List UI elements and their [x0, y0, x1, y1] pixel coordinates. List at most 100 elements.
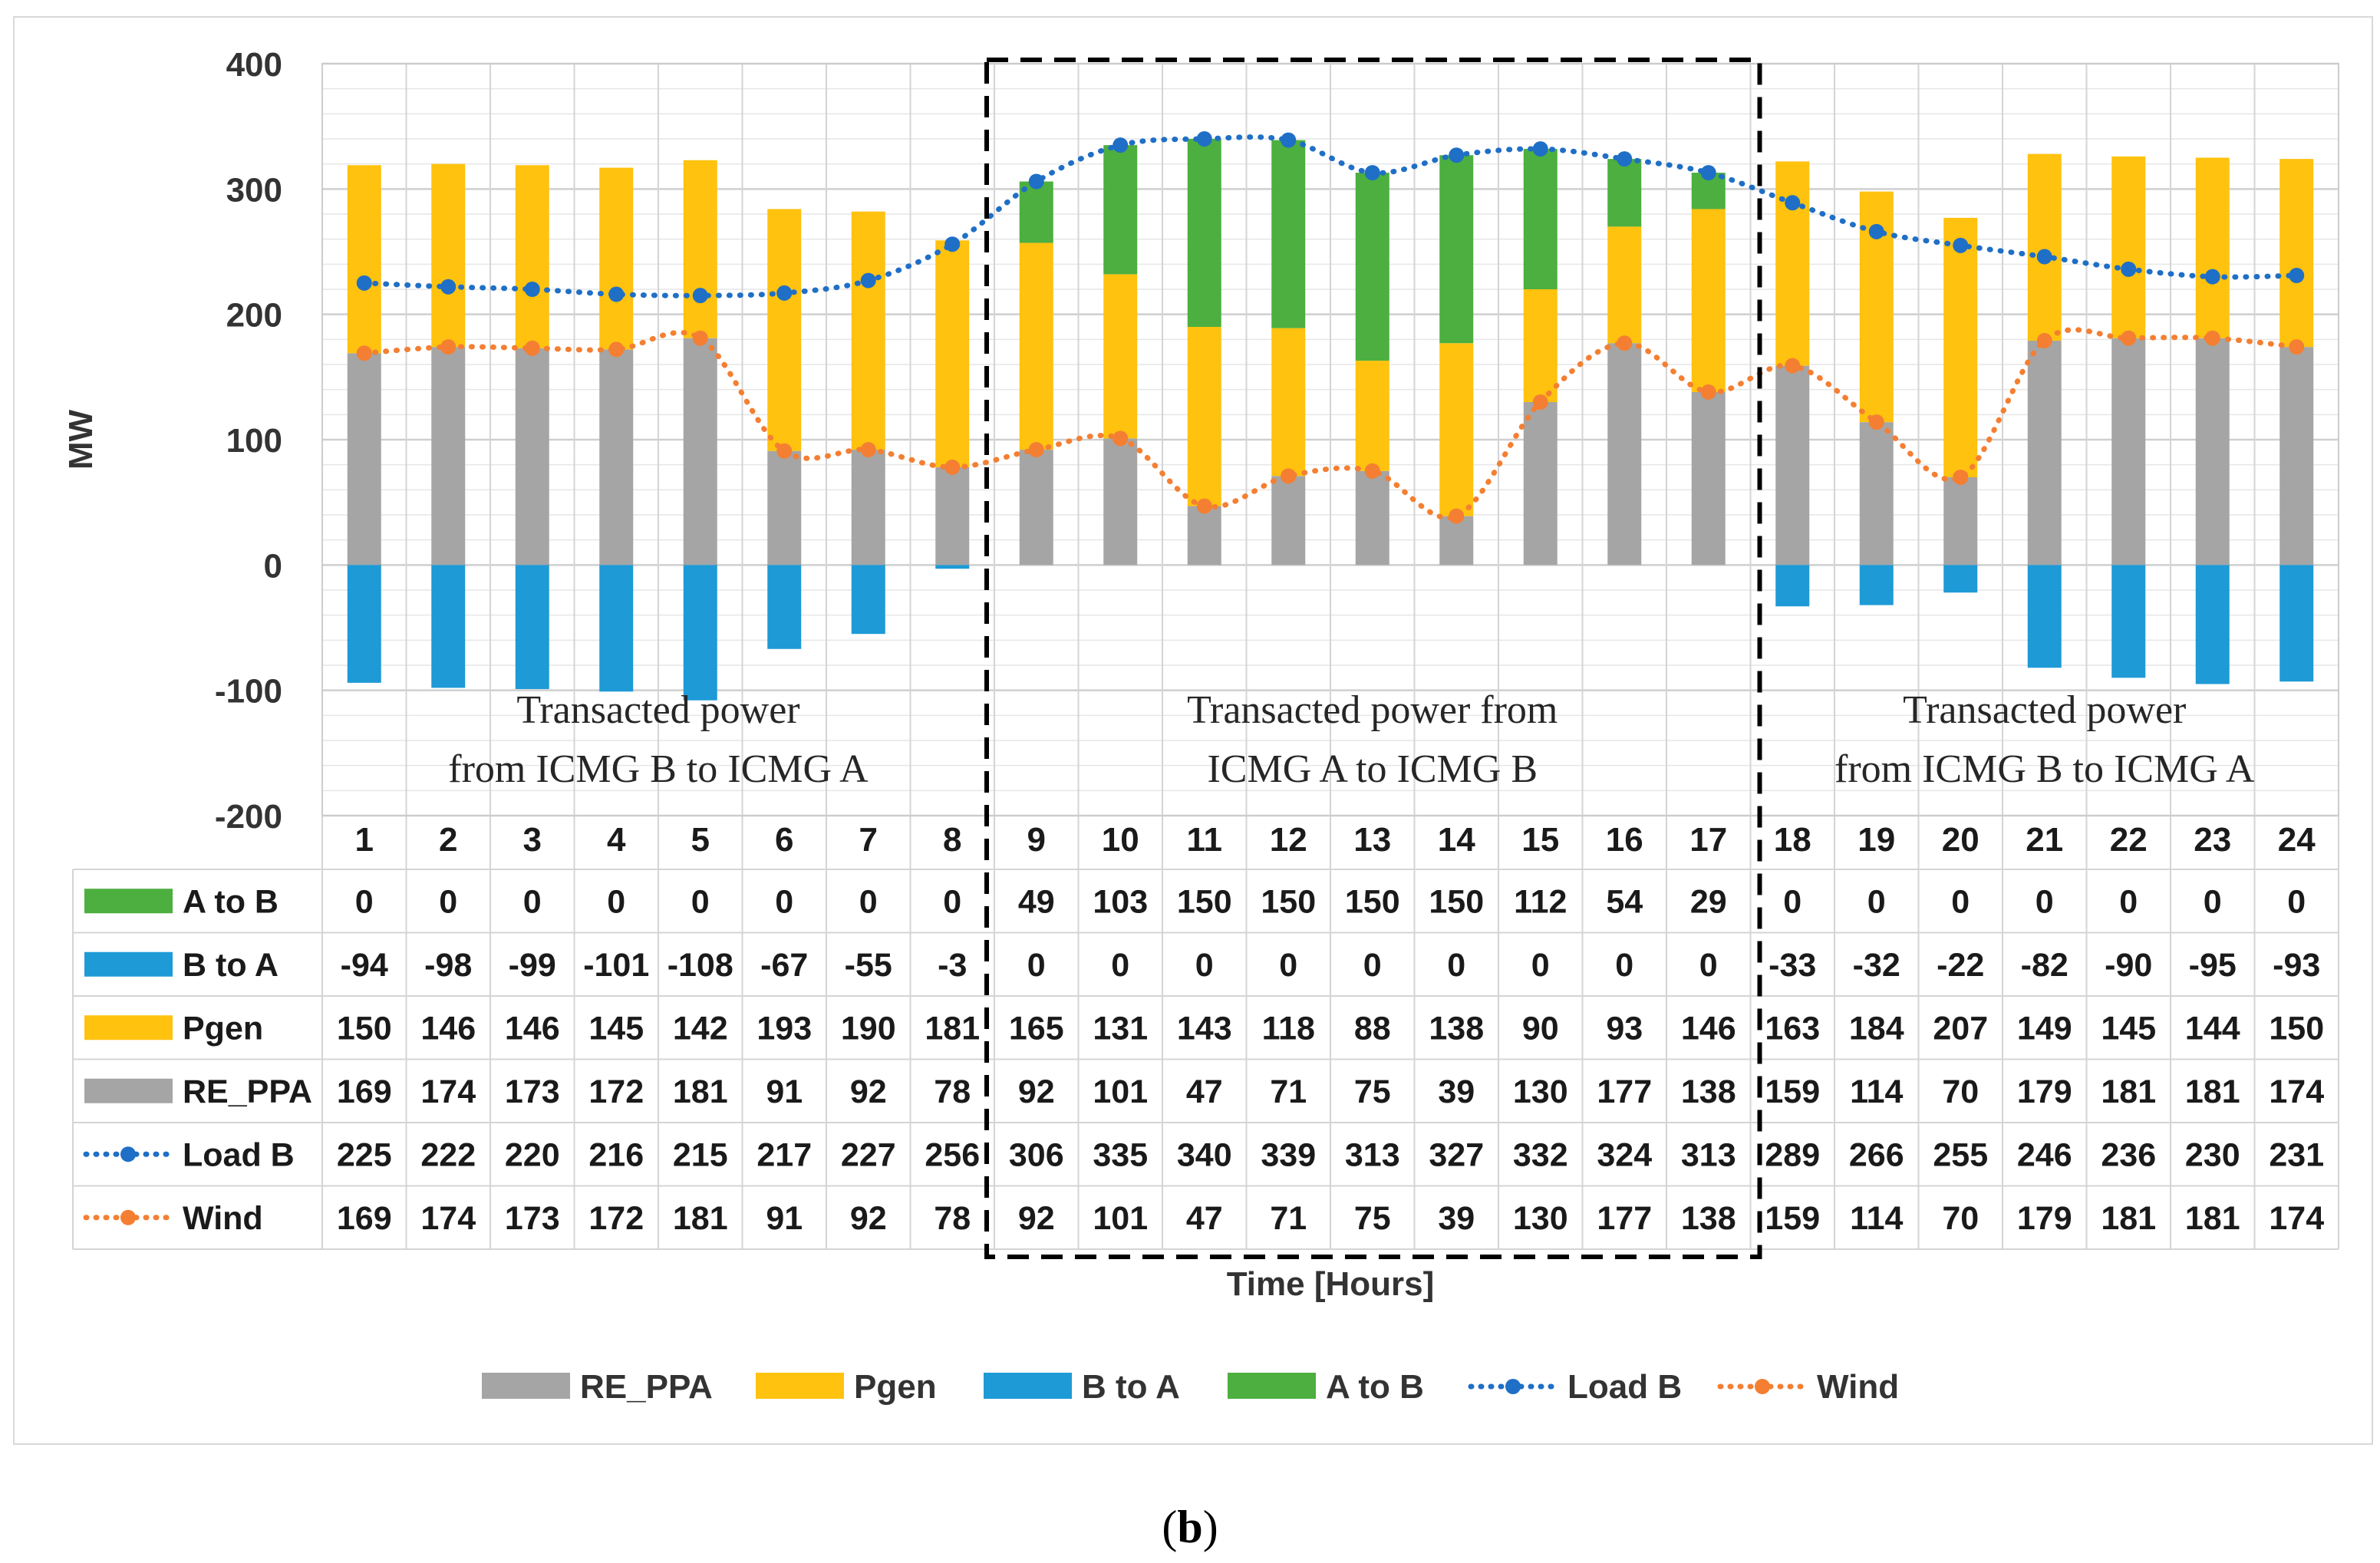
point-load-b [1113, 137, 1129, 153]
point-wind [1868, 414, 1884, 430]
table-cell: -108 [668, 947, 733, 984]
table-key-marker [120, 1146, 136, 1162]
table-cell: 149 [2017, 1010, 2072, 1047]
table-cell: 332 [1513, 1136, 1568, 1173]
y-tick-label: 400 [226, 46, 282, 84]
annotation-text: ICMG A to ICMG B [1207, 747, 1538, 791]
table-cell: 173 [505, 1073, 560, 1110]
point-wind [944, 459, 961, 475]
table-cell: 93 [1606, 1010, 1643, 1047]
bar-pgen [1271, 328, 1306, 476]
table-cell: 54 [1606, 883, 1643, 920]
table-cell: 0 [1279, 947, 1297, 984]
table-cell: 181 [2185, 1200, 2240, 1237]
point-wind [2036, 332, 2052, 348]
table-cell: 146 [1681, 1010, 1736, 1047]
bar-b-to-a [515, 565, 549, 690]
x-tick-label: 9 [1027, 821, 1046, 859]
table-cell: 91 [766, 1073, 803, 1110]
table-cell: 179 [2017, 1073, 2072, 1110]
table-cell: 0 [1111, 947, 1129, 984]
point-load-b [1617, 151, 1633, 167]
bar-pgen [1607, 226, 1642, 344]
point-load-b [1196, 131, 1212, 147]
point-wind [1953, 470, 1969, 485]
x-tick-label: 13 [1353, 821, 1391, 859]
legend-label-load-b: Load B [1567, 1368, 1682, 1406]
point-load-b [776, 285, 793, 301]
table-cell: 266 [1849, 1136, 1904, 1173]
table-row-label: B to A [183, 947, 279, 984]
point-load-b [1700, 165, 1716, 181]
point-load-b [1785, 195, 1801, 211]
y-tick-label: -100 [215, 673, 282, 711]
bar-a-to-b [1187, 139, 1221, 327]
x-tick-label: 15 [1521, 821, 1559, 859]
table-cell: 142 [673, 1010, 728, 1047]
table-cell: 0 [1363, 947, 1382, 984]
bar-re-ppa [683, 338, 717, 566]
table-cell: 181 [2101, 1073, 2156, 1110]
table-cell: 227 [841, 1136, 896, 1173]
bar-re-ppa [1439, 516, 1474, 566]
bar-pgen [515, 165, 549, 348]
table-cell: 0 [2036, 883, 2054, 920]
bar-pgen [2279, 159, 2314, 348]
point-wind [608, 341, 625, 358]
table-cell: 138 [1681, 1073, 1736, 1110]
table-cell: 75 [1354, 1200, 1391, 1237]
bar-b-to-a [2279, 565, 2314, 682]
table-cell: 289 [1765, 1136, 1820, 1173]
table-cell: 101 [1093, 1200, 1148, 1237]
table-key-re-ppa [84, 1078, 173, 1103]
y-tick-label: 300 [226, 171, 282, 209]
table-cell: 236 [2101, 1136, 2156, 1173]
table-cell: 177 [1597, 1200, 1652, 1237]
table-cell: 0 [1195, 947, 1214, 984]
table-cell: 78 [934, 1200, 971, 1237]
table-key-marker [120, 1209, 136, 1225]
table-cell: 131 [1093, 1010, 1148, 1047]
table-cell: 174 [2269, 1200, 2324, 1237]
line-wind [361, 327, 2299, 521]
table-cell: 0 [607, 883, 625, 920]
table-cell: 146 [420, 1010, 476, 1047]
bar-re-ppa [767, 450, 802, 566]
x-tick-label: 24 [2278, 821, 2316, 859]
table-cell: 217 [757, 1136, 812, 1173]
table-cell: 130 [1513, 1073, 1568, 1110]
bar-re-ppa [1355, 470, 1389, 566]
table-cell: 181 [2101, 1200, 2156, 1237]
point-load-b [356, 275, 372, 291]
table-cell: 0 [1783, 883, 1801, 920]
bar-a-to-b [1439, 155, 1474, 344]
table-cell: 324 [1597, 1136, 1652, 1173]
y-tick-label: -200 [215, 798, 282, 836]
bar-re-ppa [1691, 391, 1726, 566]
bar-b-to-a [2027, 565, 2062, 668]
table-cell: -94 [341, 947, 388, 984]
table-cell: 78 [934, 1073, 971, 1110]
x-axis-label: Time [Hours] [1227, 1265, 1435, 1303]
table-cell: 92 [850, 1200, 887, 1237]
x-tick-label: 1 [355, 821, 374, 859]
point-load-b [1449, 147, 1465, 163]
bar-re-ppa [1271, 476, 1306, 566]
table-cell: 150 [1429, 883, 1484, 920]
table-cell: 150 [337, 1010, 392, 1047]
table-cell: 91 [766, 1200, 803, 1237]
y-tick-label: 0 [264, 547, 282, 585]
bar-a-to-b [1607, 159, 1642, 227]
bar-pgen [683, 160, 717, 338]
x-tick-label: 16 [1606, 821, 1643, 859]
table-cell: 75 [1354, 1073, 1391, 1110]
annotation-text: Transacted power from [1187, 688, 1558, 732]
table-row-label: Pgen [183, 1010, 263, 1047]
point-load-b [440, 279, 457, 295]
table-cell: 340 [1177, 1136, 1232, 1173]
bar-a-to-b [1355, 173, 1389, 361]
point-wind [692, 330, 708, 346]
x-tick-label: 19 [1858, 821, 1895, 859]
x-tick-label: 18 [1774, 821, 1811, 859]
